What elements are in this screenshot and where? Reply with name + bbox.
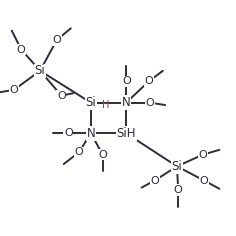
- Text: N: N: [86, 127, 95, 140]
- Text: Si: Si: [85, 96, 96, 109]
- Text: O: O: [145, 98, 154, 108]
- Text: H: H: [102, 101, 109, 110]
- Text: O: O: [150, 176, 159, 185]
- Text: O: O: [57, 91, 66, 101]
- Text: O: O: [144, 76, 153, 86]
- Text: O: O: [174, 185, 183, 195]
- Text: O: O: [200, 176, 209, 185]
- Text: Si: Si: [172, 160, 182, 173]
- Text: O: O: [198, 150, 207, 160]
- Text: O: O: [98, 150, 107, 160]
- Text: O: O: [64, 128, 73, 138]
- Text: O: O: [10, 85, 19, 95]
- Text: Si: Si: [35, 64, 46, 77]
- Text: SiH: SiH: [117, 127, 136, 140]
- Text: N: N: [122, 96, 131, 109]
- Text: O: O: [17, 45, 26, 55]
- Text: O: O: [75, 147, 84, 157]
- Text: O: O: [122, 76, 131, 86]
- Text: O: O: [52, 35, 61, 45]
